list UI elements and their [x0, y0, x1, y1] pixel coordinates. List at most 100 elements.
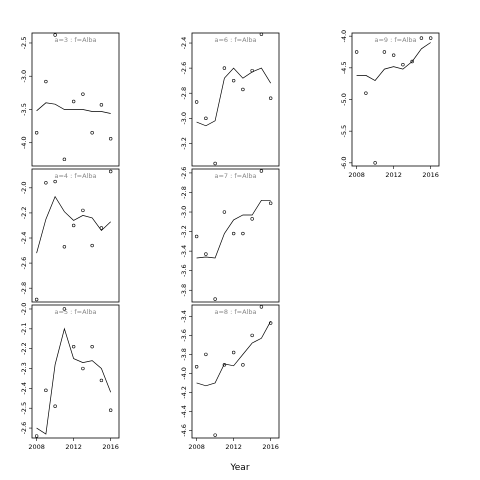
data-point: [213, 297, 217, 301]
y-tick-label: -2.1: [20, 322, 28, 335]
data-point: [53, 179, 57, 184]
data-point: [53, 404, 57, 408]
y-tick-label: -3.6: [180, 329, 188, 342]
data-point: [204, 252, 208, 256]
data-point: [44, 79, 48, 84]
panels-layer: a=3 : f=Alba -2.5 -3.0 -3.5 -4.0 a=6 : f=Alba…: [20, 30, 440, 451]
x-tick-label: 2016: [262, 443, 279, 451]
data-point: [268, 96, 273, 100]
data-point: [241, 363, 245, 367]
data-point: [81, 366, 85, 371]
data-point: [62, 245, 67, 249]
y-tick-label: -2.6: [180, 62, 188, 75]
data-point: [44, 388, 48, 393]
y-tick-label: -2.5: [20, 37, 28, 50]
y-tick-label: -3.6: [180, 264, 188, 277]
y-tick-label: -4.5: [340, 61, 348, 74]
y-tick-label: -3.4: [180, 310, 188, 323]
panel-frame: [191, 304, 280, 439]
fit-line: [36, 195, 111, 254]
x-tick-label: 2016: [102, 443, 119, 451]
y-tick-label: -3.2: [180, 137, 188, 150]
y-tick-label: -3.2: [180, 225, 188, 238]
data-point: [53, 33, 57, 37]
data-point: [90, 344, 94, 349]
y-tick-label: -3.0: [180, 112, 188, 125]
y-tick-label: -3.8: [180, 284, 188, 297]
data-point: [213, 161, 217, 166]
x-tick-label: 2008: [188, 443, 205, 451]
panel: a=4 : f=Alba -2.0 -2.2 -2.4 -2.6 -2.8: [20, 168, 120, 303]
data-point: [268, 321, 273, 325]
data-point: [90, 243, 94, 248]
panel-frame: [191, 32, 280, 167]
fit-line: [196, 321, 272, 387]
data-point: [99, 378, 104, 383]
data-point: [213, 433, 217, 437]
y-tick-label: -4.0: [340, 30, 348, 43]
data-point: [410, 59, 414, 64]
data-point: [99, 103, 104, 107]
y-tick-label: -2.4: [180, 37, 188, 50]
panel: a=3 : f=Alba -2.5 -3.0 -3.5 -4.0: [20, 32, 120, 167]
data-point: [259, 32, 264, 36]
data-point: [259, 305, 264, 309]
y-tick-label: -4.0: [20, 136, 28, 149]
fit-line: [196, 199, 271, 259]
panel-title: a=5 : f=Alba: [55, 308, 97, 316]
data-point: [241, 87, 245, 92]
y-tick-label: -3.0: [20, 70, 28, 83]
panel: a=7 : f=Alba -2.6 -2.8 -3.0 -3.2 -3.4 -3.6 -3.8: [180, 167, 280, 303]
x-tick-label: 2012: [385, 171, 402, 179]
y-tick-label: -4.6: [180, 424, 188, 437]
y-tick-label: -2.4: [20, 382, 28, 395]
data-point: [382, 50, 387, 54]
data-point: [108, 137, 113, 141]
data-point: [231, 350, 236, 355]
panel-frame: [351, 32, 440, 167]
data-point: [194, 100, 199, 104]
fit-line: [36, 102, 111, 114]
y-tick-label: -2.0: [20, 181, 28, 194]
panel: a=6 : f=Alba -2.4 -2.6 -2.8 -3.0 -3.2: [180, 32, 280, 167]
data-point: [34, 131, 39, 135]
fit-line: [356, 42, 431, 81]
data-point: [90, 131, 94, 135]
panel-title: a=8 : f=Alba: [215, 308, 257, 316]
data-point: [428, 36, 433, 40]
x-tick-label: 2008: [28, 443, 45, 451]
data-point: [373, 161, 377, 165]
x-tick-label: 2016: [422, 171, 439, 179]
data-point: [62, 307, 67, 311]
y-tick-label: -3.4: [180, 245, 188, 258]
data-point: [364, 91, 368, 95]
panel-title: a=6 : f=Alba: [215, 36, 257, 44]
x-tick-label: 2012: [225, 443, 242, 451]
data-point: [250, 333, 254, 338]
data-point: [62, 157, 67, 162]
y-tick-label: -2.6: [20, 422, 28, 435]
y-tick-label: -5.0: [340, 93, 348, 106]
data-point: [250, 68, 254, 73]
y-tick-label: -6.0: [340, 156, 348, 169]
panel-title: a=3 : f=Alba: [55, 36, 97, 44]
data-point: [391, 53, 396, 57]
y-tick-label: -3.5: [20, 103, 28, 116]
y-tick-label: -4.4: [180, 405, 188, 418]
y-tick-label: -2.2: [20, 342, 28, 355]
y-tick-label: -2.3: [20, 362, 28, 375]
y-tick-label: -2.2: [20, 207, 28, 220]
panel: a=5 : f=Alba -2.0 -2.1 -2.2 -2.3 -2.4 -2.5 -2.6…: [20, 303, 120, 451]
panel-frame: [191, 168, 280, 303]
data-point: [71, 99, 76, 104]
x-tick-label: 2012: [65, 443, 82, 451]
panel-title: a=7 : f=Alba: [215, 172, 257, 180]
data-point: [34, 297, 39, 302]
data-point: [81, 208, 85, 213]
y-tick-label: -3.0: [180, 206, 188, 219]
panel-frame: [31, 304, 120, 439]
y-tick-label: -2.8: [180, 186, 188, 199]
y-tick-label: -2.6: [180, 167, 188, 180]
